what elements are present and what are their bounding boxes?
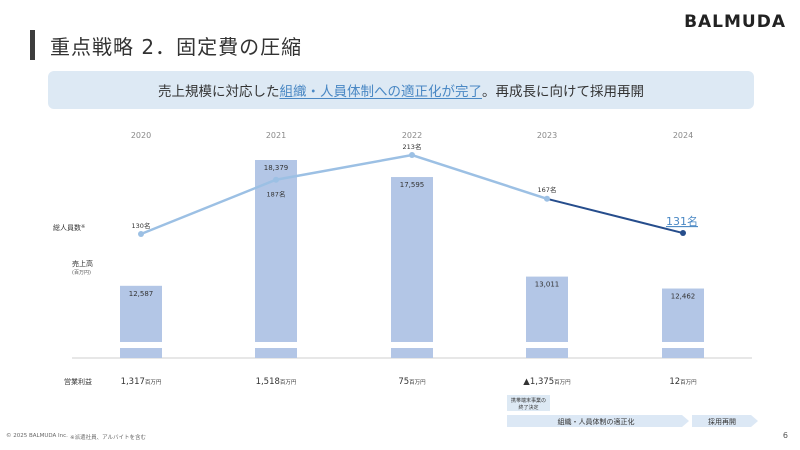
- year-label: 2020: [131, 131, 151, 140]
- sales-bar: [255, 160, 297, 342]
- headcount-row-label: 総人員数※: [53, 223, 85, 232]
- year-label: 2022: [402, 131, 422, 140]
- brand-logo: BALMUDA: [684, 12, 786, 32]
- title-accent-bar: [30, 30, 35, 60]
- headcount-mark: ※: [81, 224, 85, 230]
- banner-text-pre: 売上規模に対応した: [158, 84, 280, 100]
- sales-value-label: 12,587: [129, 290, 154, 298]
- sales-bar-base: [120, 348, 162, 358]
- page-number: 6: [782, 431, 788, 440]
- banner-highlight: 組織・人員体制への適正化が完了: [279, 84, 483, 100]
- op-income-label: 75百万円: [398, 377, 426, 387]
- op-income-label: ▲1,375百万円: [523, 377, 571, 387]
- summary-banner: 売上規模に対応した 組織・人員体制への適正化が完了 。再成長に向けて採用再開: [48, 71, 754, 109]
- sales-bar: [526, 276, 568, 342]
- headcount-value-label: 167名: [538, 185, 557, 194]
- sales-unit-label: (百万円): [72, 270, 91, 276]
- op-income-label: 12百万円: [669, 377, 697, 387]
- exit-note-box: [507, 395, 550, 411]
- headcount-value-label-latest: 131名: [666, 214, 698, 228]
- sales-value-label: 17,595: [400, 181, 425, 189]
- headcount-point: [138, 231, 144, 237]
- op-income-label: 1,317百万円: [121, 377, 162, 387]
- headcount-line: [140, 153, 548, 236]
- headcount-value-label: 187名: [267, 190, 286, 199]
- sales-bar-base: [526, 348, 568, 358]
- headcount-line-latest: [546, 197, 684, 235]
- year-label: 2023: [537, 131, 557, 140]
- footnote: ※派遣社員、アルバイトを含む: [70, 435, 147, 441]
- exit-note-line1: 携帯端末事業の: [511, 397, 546, 404]
- headcount-point: [680, 230, 686, 237]
- sales-value-label: 18,379: [264, 164, 289, 172]
- sales-bar-base: [255, 348, 297, 358]
- sales-row-label: 売上高: [72, 259, 93, 268]
- op-income-label: 1,518百万円: [256, 377, 297, 387]
- headcount-value-label: 213名: [403, 142, 422, 151]
- sales-bar: [391, 177, 433, 342]
- copyright: © 2025 BALMUDA Inc.: [6, 433, 68, 439]
- phase-label-rightsizing: 組織・人員体制の適正化: [558, 417, 635, 426]
- sales-value-label: 13,011: [535, 281, 560, 289]
- headcount-point: [544, 195, 550, 202]
- headcount-value-label: 130名: [132, 221, 151, 230]
- headcount-point: [273, 176, 279, 183]
- sales-bar: [662, 288, 704, 342]
- sales-value-label: 12,462: [671, 293, 696, 301]
- banner-text-post: 。再成長に向けて採用再開: [482, 84, 644, 100]
- sales-bar-base: [662, 348, 704, 358]
- sales-bar: [120, 285, 162, 342]
- headcount-point: [409, 152, 415, 158]
- phase-arrow-rightsizing: [507, 415, 689, 427]
- op-income-row-label: 営業利益: [64, 377, 92, 386]
- phase-arrow-hiring: [692, 415, 758, 427]
- phase-label-hiring: 採用再開: [708, 417, 736, 426]
- year-label: 2021: [266, 131, 286, 140]
- sales-bar-base: [391, 348, 433, 358]
- year-label: 2024: [673, 131, 693, 140]
- exit-note-line2: 終了決定: [518, 404, 538, 411]
- page-title: 重点戦略 2．固定費の圧縮: [50, 35, 303, 59]
